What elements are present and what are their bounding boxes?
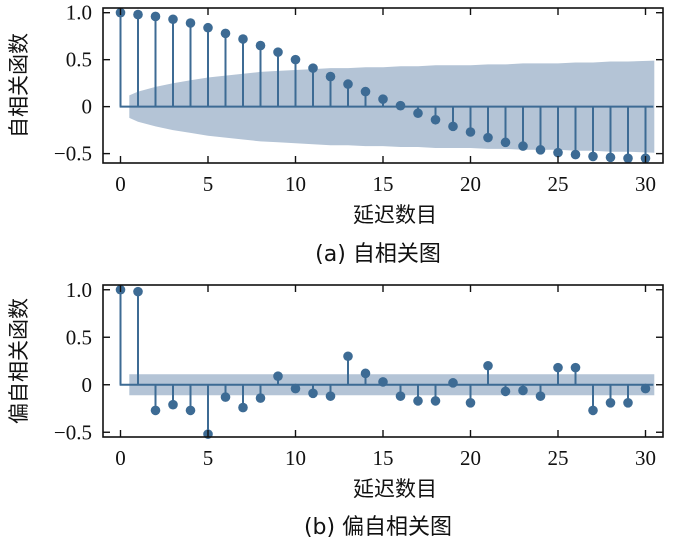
marker-26 xyxy=(570,149,581,160)
x-tick-label: 0 xyxy=(115,172,126,196)
marker-16 xyxy=(395,100,406,111)
marker-21 xyxy=(483,360,493,371)
marker-4 xyxy=(185,18,196,28)
marker-13 xyxy=(343,79,353,89)
marker-17 xyxy=(413,108,423,119)
y-tick-label: 0.5 xyxy=(66,48,92,72)
x-tick-label: 20 xyxy=(460,446,481,470)
panel-caption: (b) 偏自相关图 xyxy=(304,515,452,540)
x-tick-label: 25 xyxy=(548,172,569,196)
x-tick-label: 25 xyxy=(548,446,569,470)
y-tick-label: 0 xyxy=(82,95,93,119)
y-tick-label: 1.0 xyxy=(66,278,92,302)
marker-14 xyxy=(360,86,371,97)
x-tick-label: 30 xyxy=(635,172,656,196)
y-tick-label: −0.5 xyxy=(54,142,92,166)
marker-29 xyxy=(623,398,633,408)
marker-11 xyxy=(308,63,318,73)
marker-19 xyxy=(448,121,458,132)
marker-23 xyxy=(518,385,528,396)
marker-3 xyxy=(168,14,178,25)
marker-13 xyxy=(343,351,353,362)
marker-18 xyxy=(430,114,441,125)
y-tick-label: 1.0 xyxy=(66,1,92,25)
marker-12 xyxy=(325,391,336,401)
marker-11 xyxy=(308,388,318,399)
x-axis-label: 延迟数目 xyxy=(353,477,437,501)
x-tick-label: 10 xyxy=(285,172,306,196)
marker-27 xyxy=(588,405,598,416)
marker-22 xyxy=(500,386,511,397)
marker-25 xyxy=(553,362,563,373)
x-tick-label: 15 xyxy=(373,446,394,470)
x-axis-label: 延迟数目 xyxy=(353,203,437,227)
marker-7 xyxy=(238,34,248,44)
y-axis-label: 自相关函数 xyxy=(7,33,31,138)
marker-14 xyxy=(360,368,371,379)
y-tick-label: −0.5 xyxy=(54,420,92,444)
marker-2 xyxy=(150,11,161,22)
marker-28 xyxy=(605,398,616,408)
marker-30 xyxy=(640,383,651,394)
marker-6 xyxy=(220,28,231,39)
x-tick-label: 20 xyxy=(460,172,481,196)
marker-12 xyxy=(325,71,336,82)
marker-27 xyxy=(588,151,598,162)
marker-29 xyxy=(623,153,633,164)
marker-25 xyxy=(553,147,563,158)
marker-8 xyxy=(255,393,266,403)
y-tick-label: 0 xyxy=(82,373,93,397)
marker-20 xyxy=(465,127,476,137)
x-tick-label: 5 xyxy=(203,446,214,470)
marker-18 xyxy=(430,396,441,406)
marker-2 xyxy=(150,405,161,416)
marker-15 xyxy=(378,377,388,387)
marker-3 xyxy=(168,399,178,410)
marker-26 xyxy=(570,362,581,373)
acf-panel: 0 5 10 15 20 25 30 1.0 0.5 0 −0.5 延迟数目 自相关函数 (a) 自相关图 xyxy=(7,1,664,267)
marker-24 xyxy=(535,391,546,401)
marker-28 xyxy=(605,152,616,163)
marker-6 xyxy=(220,392,231,402)
pacf-panel: 0 5 10 15 20 25 30 1.0 0.5 0 −0.5 延迟数目 偏自相关函数 (b) 偏自相… xyxy=(7,278,664,540)
x-tick-label: 0 xyxy=(115,446,126,470)
x-tick-label: 30 xyxy=(635,446,656,470)
marker-10 xyxy=(290,383,301,394)
marker-21 xyxy=(483,132,493,143)
marker-23 xyxy=(518,141,528,151)
marker-4 xyxy=(185,405,196,416)
marker-1 xyxy=(133,286,143,297)
marker-10 xyxy=(290,54,301,65)
marker-9 xyxy=(273,47,283,57)
marker-1 xyxy=(133,9,143,20)
marker-16 xyxy=(395,391,406,401)
marker-15 xyxy=(378,94,388,104)
marker-20 xyxy=(465,398,476,408)
x-tick-label: 15 xyxy=(373,172,394,196)
marker-24 xyxy=(535,145,546,155)
y-axis-label: 偏自相关函数 xyxy=(7,298,31,424)
marker-22 xyxy=(500,137,511,148)
plot-frame xyxy=(102,284,664,438)
marker-8 xyxy=(255,40,266,51)
panel-caption: (a) 自相关图 xyxy=(315,242,441,267)
marker-19 xyxy=(448,378,458,388)
x-tick-label: 10 xyxy=(285,446,306,470)
y-tick-label: 0.5 xyxy=(66,325,92,349)
marker-17 xyxy=(413,396,423,406)
marker-7 xyxy=(238,402,248,413)
marker-5 xyxy=(203,22,213,33)
marker-9 xyxy=(273,371,283,382)
x-tick-label: 5 xyxy=(203,172,214,196)
